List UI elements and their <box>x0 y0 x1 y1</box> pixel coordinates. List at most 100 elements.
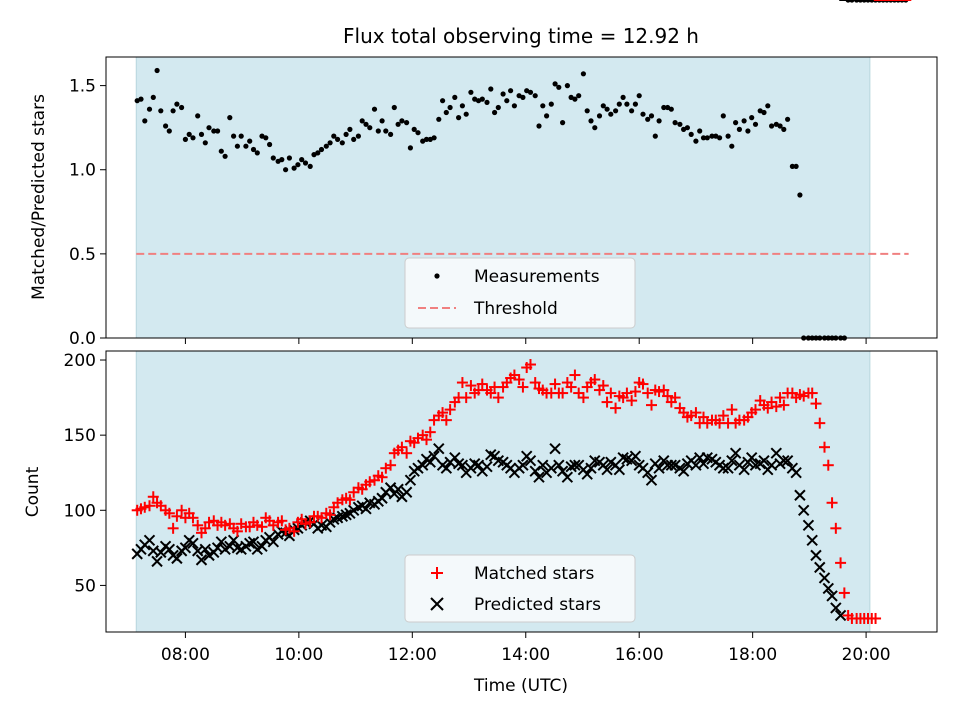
measurement-point <box>391 104 397 111</box>
predicted-star-point <box>456 459 469 471</box>
measurement-point <box>456 115 462 121</box>
predicted-star-point <box>665 459 678 471</box>
predicted-star-point <box>404 474 417 486</box>
predicted-star-point <box>726 454 738 467</box>
measurement-point <box>668 106 674 112</box>
top-legend-measurements-marker <box>434 273 440 279</box>
predicted-star-point <box>802 519 815 532</box>
matched-star-point <box>835 557 847 569</box>
measurement-point <box>697 128 703 134</box>
measurement-point <box>452 94 458 100</box>
measurement-point <box>170 108 176 114</box>
predicted-star-point <box>143 534 156 547</box>
predicted-star-point <box>195 554 208 566</box>
measurement-point <box>720 113 726 119</box>
measurement-point <box>138 96 144 102</box>
measurement-point <box>404 120 410 126</box>
matched-star-point <box>276 515 288 527</box>
measurement-point <box>299 157 305 163</box>
measurement-point <box>588 118 594 124</box>
measurement-point <box>536 123 542 129</box>
predicted-star-point <box>524 454 537 467</box>
measurement-point <box>190 135 196 141</box>
predicted-star-point <box>613 464 626 476</box>
measurement-point <box>596 113 603 119</box>
matched-star-point <box>778 399 790 411</box>
top-measurements-series <box>134 0 909 341</box>
measurement-point <box>640 111 646 117</box>
matched-star-point <box>524 359 536 371</box>
x-tick-label: 20:00 <box>842 645 891 665</box>
matched-star-point <box>163 507 175 519</box>
y-tick-label: 150 <box>64 426 96 446</box>
predicted-star-point <box>569 459 581 471</box>
matched-star-point <box>810 398 822 410</box>
predicted-star-point <box>151 555 163 568</box>
measurement-point <box>186 131 192 137</box>
predicted-star-point <box>545 462 557 474</box>
matched-star-point <box>485 387 497 399</box>
matched-star-point <box>513 374 525 386</box>
measurement-point <box>624 101 630 107</box>
measurement-point <box>395 121 401 127</box>
predicted-star-point <box>830 602 842 614</box>
measurement-point <box>331 133 337 139</box>
predicted-star-point <box>187 537 199 550</box>
bottom-legend-matched-marker <box>431 567 443 579</box>
top-legend: Measurements Threshold <box>404 257 636 329</box>
measurement-point <box>142 118 148 124</box>
matched-star-point <box>396 441 408 453</box>
x-tick-label: 08:00 <box>161 645 210 665</box>
predicted-star-point <box>424 456 436 468</box>
measurement-point <box>548 101 554 107</box>
measurement-point <box>195 113 201 119</box>
matched-star-point <box>529 377 541 389</box>
predicted-star-point <box>179 542 192 554</box>
measurement-point <box>307 163 313 169</box>
measurement-point <box>174 101 180 107</box>
measurement-point <box>291 165 297 171</box>
matched-star-point <box>401 447 413 459</box>
predicted-star-point <box>376 492 388 504</box>
matched-star-point <box>517 381 529 393</box>
predicted-star-point <box>215 536 228 548</box>
predicted-star-point <box>729 447 742 459</box>
measurement-point <box>797 192 803 198</box>
measurement-point <box>263 135 269 141</box>
measurement-point <box>270 155 276 161</box>
predicted-star-point <box>247 536 260 548</box>
measurement-point <box>243 143 249 149</box>
x-tick-label: 10:00 <box>274 645 323 665</box>
matched-star-point <box>444 404 456 416</box>
measurement-point <box>318 146 325 153</box>
matched-star-point <box>440 414 452 426</box>
matched-star-point <box>324 509 336 521</box>
bottom-legend-box <box>404 554 636 623</box>
matched-star-point <box>549 378 561 390</box>
measurement-point <box>717 135 723 141</box>
matched-star-point <box>187 512 199 524</box>
predicted-star-point <box>806 534 818 547</box>
measurement-point <box>211 128 217 134</box>
measurement-point <box>283 167 289 173</box>
measurement-point <box>351 136 357 142</box>
measurement-point <box>693 138 699 144</box>
measurement-point <box>415 130 421 136</box>
predicted-star-point <box>834 609 847 622</box>
measurement-point <box>540 103 546 109</box>
y-tick-label: 0.0 <box>69 329 96 349</box>
matched-star-point <box>662 390 674 402</box>
predicted-star-point <box>533 471 545 483</box>
measurement-point <box>367 125 373 131</box>
matched-star-point <box>192 519 204 531</box>
measurement-point <box>150 94 156 100</box>
matched-star-point <box>826 497 838 509</box>
measurement-point <box>613 108 619 114</box>
measurement-point <box>327 140 333 146</box>
bottom-matched-series <box>131 0 912 624</box>
matched-star-point <box>147 491 159 503</box>
measurement-point <box>234 143 240 149</box>
matched-star-point <box>629 386 641 398</box>
predicted-star-point <box>677 465 690 477</box>
bottom-legend-predicted-label: Predicted stars <box>474 595 601 615</box>
